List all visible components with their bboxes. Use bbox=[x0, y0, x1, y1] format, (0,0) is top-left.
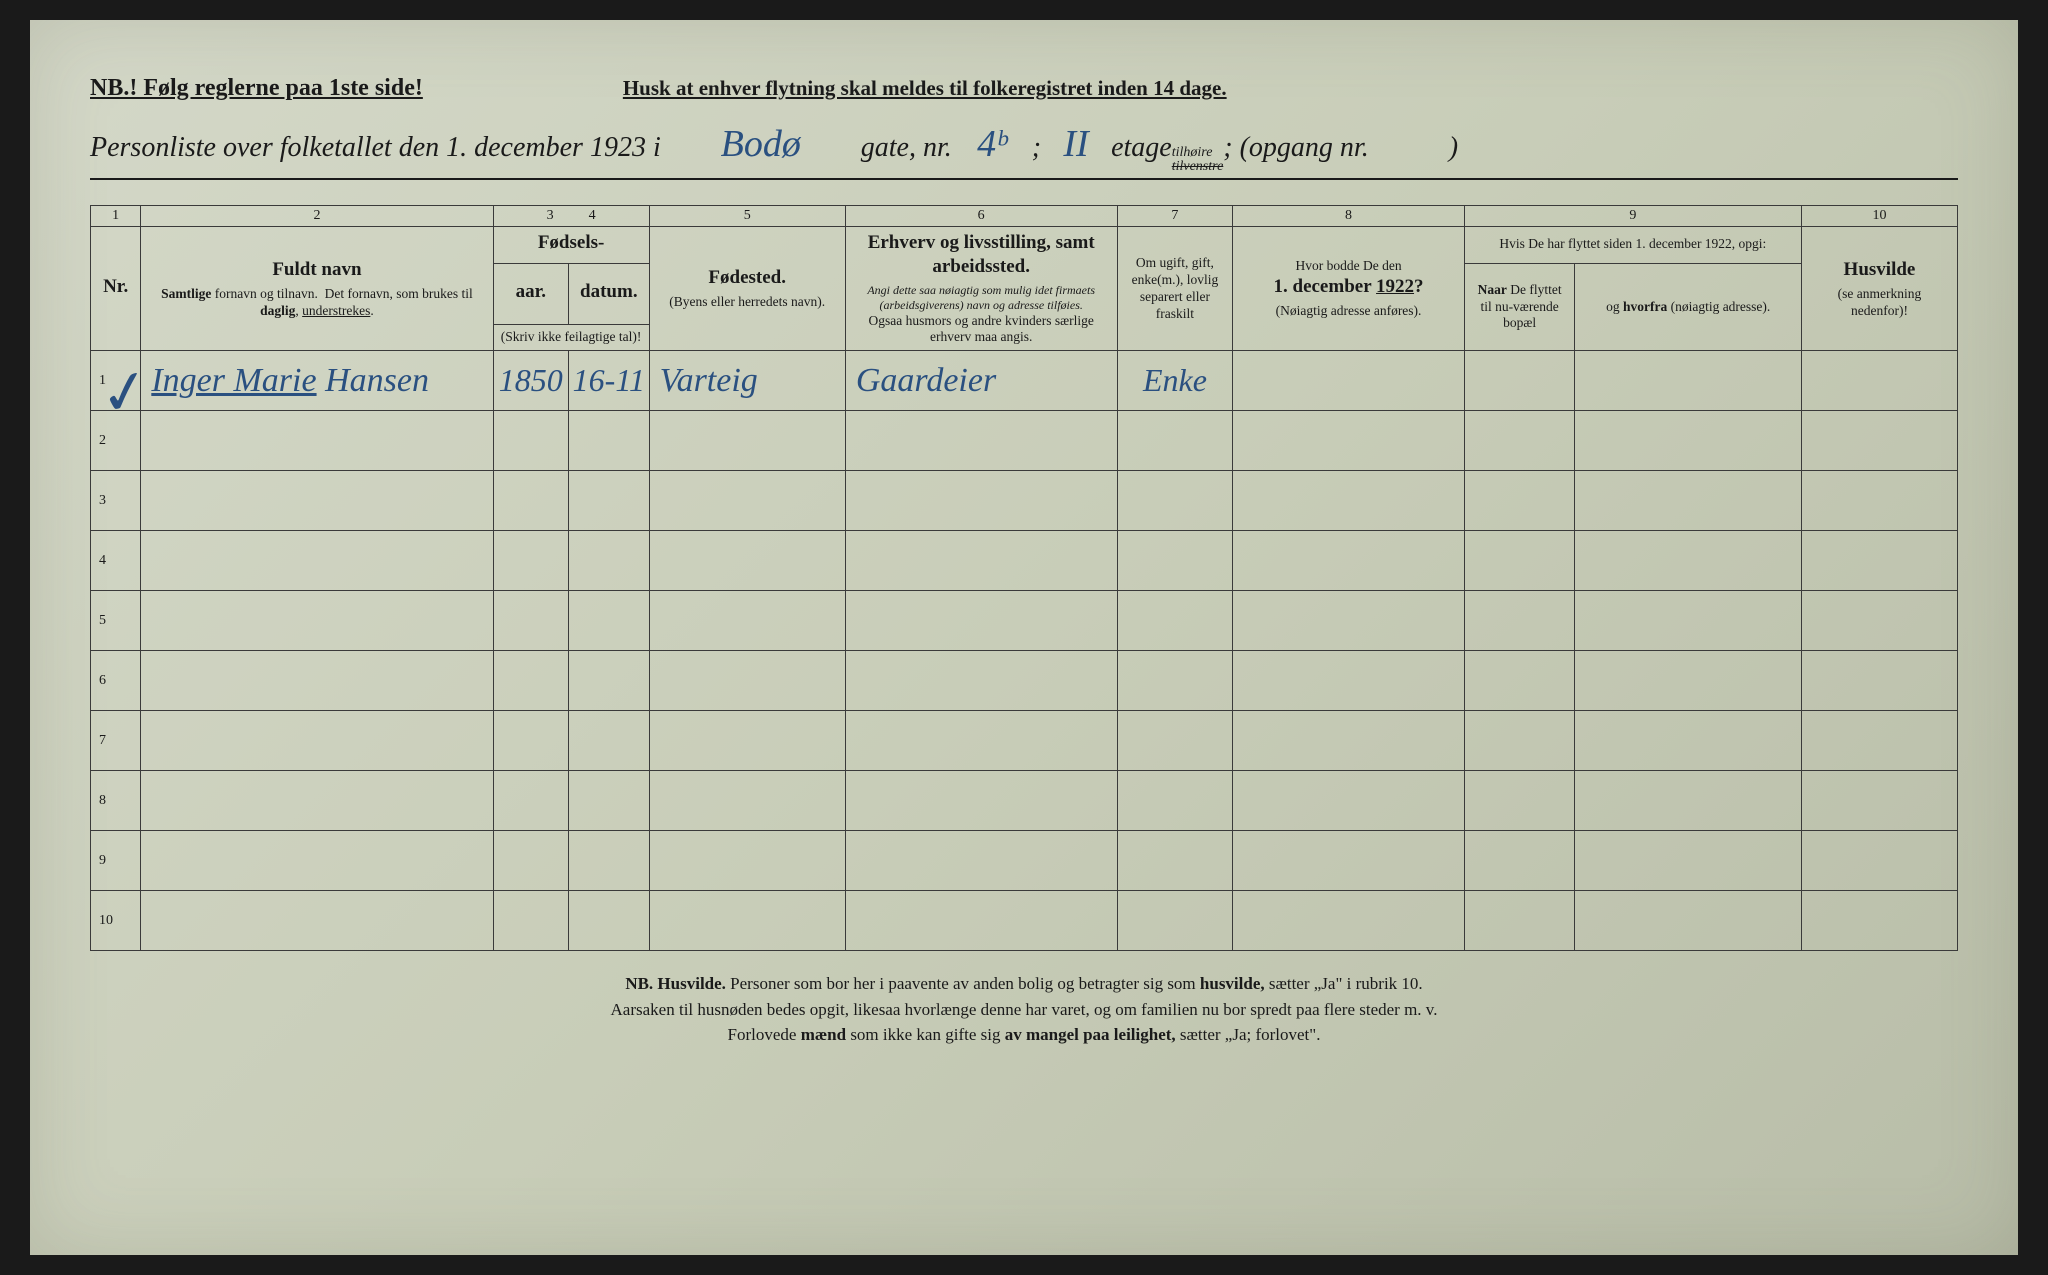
colnum-6: 6 bbox=[845, 206, 1117, 227]
footer-nb: NB. Husvilde. bbox=[625, 974, 726, 993]
reminder-text: Husk at enhver flytning skal meldes til … bbox=[623, 76, 1227, 101]
street-name-handwritten: Bodø bbox=[661, 122, 861, 166]
table-row: 8 bbox=[91, 771, 1958, 831]
hdr-hvor: Hvor bodde De den 1. december 1922? (Nøi… bbox=[1233, 227, 1464, 351]
footer-2: Aarsaken til husnøden bedes opgit, likes… bbox=[611, 1000, 1438, 1019]
nb-heading: NB.! Følg reglerne paa 1ste side! bbox=[90, 75, 423, 102]
opgang-label: ; (opgang nr. bbox=[1223, 132, 1368, 164]
row-nr: 8 bbox=[91, 771, 141, 831]
colnum-9: 9 bbox=[1464, 206, 1801, 227]
hdr-navn: Fuldt navn Samtlige fornavn og tilnavn. … bbox=[141, 227, 493, 351]
column-number-row: 1 2 3 4 5 6 7 8 9 10 bbox=[91, 206, 1958, 227]
row-nr: 7 bbox=[91, 711, 141, 771]
census-table: 1 2 3 4 5 6 7 8 9 10 Nr. Fuldt navn Samt… bbox=[90, 205, 1958, 951]
footer-1c: husvilde, bbox=[1200, 974, 1265, 993]
hdr-flyttet: Hvis De har flyttet siden 1. december 19… bbox=[1464, 227, 1801, 264]
table-row: 3 bbox=[91, 471, 1958, 531]
table-row: 9 bbox=[91, 831, 1958, 891]
row-nr: 6 bbox=[91, 651, 141, 711]
cell-hvor bbox=[1233, 351, 1464, 411]
footer-1d: sætter „Ja" i rubrik 10. bbox=[1265, 974, 1423, 993]
cell-naar bbox=[1464, 351, 1575, 411]
table-row: 5 bbox=[91, 591, 1958, 651]
footer-3a: Forlovede bbox=[728, 1025, 801, 1044]
title-prefix: Personliste over folketallet den 1. dece… bbox=[90, 132, 661, 164]
cell-datum: 16-11 bbox=[569, 351, 650, 411]
cell-civil: Enke bbox=[1117, 351, 1233, 411]
hdr-husvilde: Husvilde (se anmerkning nedenfor)! bbox=[1801, 227, 1957, 351]
row-nr: 4 bbox=[91, 531, 141, 591]
table-row: 10 bbox=[91, 891, 1958, 951]
row-nr: 10 bbox=[91, 891, 141, 951]
colnum-8: 8 bbox=[1233, 206, 1464, 227]
footer-3e: sætter „Ja; forlovet". bbox=[1176, 1025, 1321, 1044]
row-nr: 3 bbox=[91, 471, 141, 531]
row-nr: 5 bbox=[91, 591, 141, 651]
table-row: 6 bbox=[91, 651, 1958, 711]
census-tbody: 1 Inger Marie Hansen 1850 16-11 Varteig … bbox=[91, 351, 1958, 951]
footer-3d: av mangel paa leilighet, bbox=[1005, 1025, 1176, 1044]
tilvenstre: tilvenstre bbox=[1172, 160, 1224, 174]
title-line: Personliste over folketallet den 1. dece… bbox=[90, 122, 1958, 180]
hdr-fodested: Fødested. (Byens eller herredets navn). bbox=[649, 227, 845, 351]
footer-3b: mænd bbox=[801, 1025, 846, 1044]
cell-erhverv: Gaardeier bbox=[845, 351, 1117, 411]
hdr-aar: aar. bbox=[493, 263, 568, 325]
etage-label: etage bbox=[1111, 132, 1172, 164]
footer-1b: Personer som bor her i paavente av anden… bbox=[726, 974, 1200, 993]
footer-3c: som ikke kan gifte sig bbox=[846, 1025, 1005, 1044]
side-options: tilhøire tilvenstre bbox=[1172, 146, 1224, 174]
hdr-naar: Naar De flyttet til nu-værende bopæl bbox=[1464, 263, 1575, 351]
table-row: 7 bbox=[91, 711, 1958, 771]
footer-note: NB. Husvilde. Personer som bor her i paa… bbox=[90, 971, 1958, 1048]
hdr-datum: datum. bbox=[569, 263, 650, 325]
cell-navn: Inger Marie Hansen bbox=[141, 351, 493, 411]
row-nr: 9 bbox=[91, 831, 141, 891]
table-row: 4 bbox=[91, 531, 1958, 591]
hdr-fodsels-note: (Skriv ikke feilagtige tal)! bbox=[493, 325, 649, 351]
cell-hvorfra bbox=[1575, 351, 1801, 411]
colnum-1: 1 bbox=[91, 206, 141, 227]
hdr-fodsels: Fødsels- bbox=[493, 227, 649, 264]
colnum-3-4: 3 4 bbox=[493, 206, 649, 227]
top-instructions: NB.! Følg reglerne paa 1ste side! Husk a… bbox=[90, 75, 1958, 102]
tilhoire: tilhøire bbox=[1172, 146, 1224, 160]
close-paren: ) bbox=[1449, 132, 1458, 164]
colnum-5: 5 bbox=[649, 206, 845, 227]
hdr-civil: Om ugift, gift, enke(m.), lovlig separer… bbox=[1117, 227, 1233, 351]
colnum-2: 2 bbox=[141, 206, 493, 227]
table-row: 1 Inger Marie Hansen 1850 16-11 Varteig … bbox=[91, 351, 1958, 411]
cell-fodested: Varteig bbox=[649, 351, 845, 411]
cell-aar: 1850 bbox=[493, 351, 568, 411]
header-row-1: Nr. Fuldt navn Samtlige fornavn og tilna… bbox=[91, 227, 1958, 264]
colnum-7: 7 bbox=[1117, 206, 1233, 227]
separator: ; bbox=[1032, 132, 1041, 164]
floor-handwritten: II bbox=[1041, 122, 1111, 166]
hdr-nr: Nr. bbox=[91, 227, 141, 351]
street-number-handwritten: 4ᵇ bbox=[952, 122, 1032, 166]
cell-husvilde bbox=[1801, 351, 1957, 411]
gate-label: gate, nr. bbox=[861, 132, 952, 164]
hdr-hvorfra: og hvorfra (nøiagtig adresse). bbox=[1575, 263, 1801, 351]
colnum-10: 10 bbox=[1801, 206, 1957, 227]
table-row: 2 bbox=[91, 411, 1958, 471]
census-form-page: NB.! Følg reglerne paa 1ste side! Husk a… bbox=[30, 20, 2018, 1255]
hdr-erhverv: Erhverv og livsstilling, samt arbeidsste… bbox=[845, 227, 1117, 351]
